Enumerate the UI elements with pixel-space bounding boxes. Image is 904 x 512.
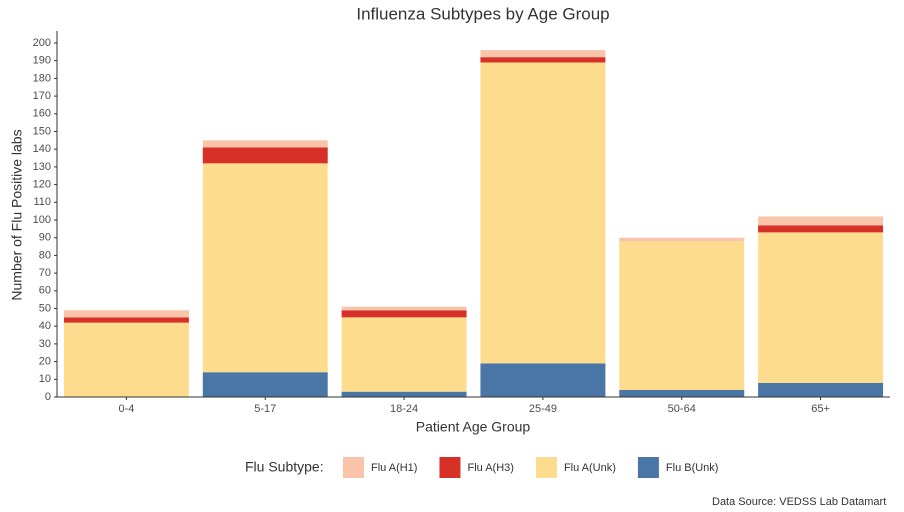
bar-segment [480, 62, 606, 364]
y-axis-label: Number of Flu Positive labs [9, 129, 25, 300]
x-tick-label: 25-49 [529, 403, 557, 415]
bar-segment [63, 310, 189, 318]
legend-label: Flu B(Unk) [666, 462, 719, 474]
y-tick-label: 190 [33, 55, 51, 67]
legend-label: Flu A(Unk) [564, 462, 616, 474]
bar-segment [758, 232, 884, 383]
x-axis-label: Patient Age Group [416, 419, 531, 435]
bar-segment [480, 363, 606, 397]
bar-segment [758, 225, 884, 233]
x-tick-label: 0-4 [118, 403, 134, 415]
bar-segment [63, 322, 189, 397]
x-tick-label: 50-64 [668, 403, 696, 415]
bar-segment [619, 237, 745, 242]
bar-segment [341, 317, 467, 392]
y-tick-label: 50 [39, 302, 51, 314]
bar-segment [341, 306, 467, 311]
legend-label: Flu A(H3) [467, 462, 513, 474]
y-tick-label: 200 [33, 37, 51, 49]
x-tick-label: 18-24 [390, 403, 418, 415]
y-tick-label: 160 [33, 108, 51, 120]
y-tick-label: 40 [39, 320, 51, 332]
y-tick-label: 130 [33, 161, 51, 173]
bar-segment [480, 57, 606, 63]
y-tick-label: 140 [33, 143, 51, 155]
legend-swatch [343, 457, 364, 478]
y-tick-label: 30 [39, 338, 51, 350]
bar-segment [758, 216, 884, 226]
y-tick-label: 120 [33, 179, 51, 191]
x-tick-label: 5-17 [254, 403, 276, 415]
legend-label: Flu A(H1) [371, 462, 417, 474]
legend-title: Flu Subtype: [245, 459, 324, 475]
source-note: Data Source: VEDSS Lab Datamart [712, 496, 886, 508]
legend-swatch [535, 457, 557, 478]
y-tick-label: 80 [39, 249, 51, 261]
y-tick-label: 10 [39, 373, 51, 385]
bar-segment [480, 50, 606, 58]
y-tick-label: 110 [33, 196, 51, 208]
chart-title: Influenza Subtypes by Age Group [356, 4, 609, 23]
bar-segment [619, 389, 745, 397]
bar-segment [619, 241, 745, 390]
y-tick-label: 150 [33, 125, 51, 137]
y-tick-label: 70 [39, 267, 51, 279]
bar-segment [341, 391, 467, 397]
bar-segment [758, 382, 884, 397]
bar-segment [341, 310, 467, 318]
y-tick-label: 20 [39, 356, 51, 368]
y-tick-label: 170 [33, 90, 51, 102]
bar-segment [202, 147, 328, 164]
x-tick-label: 65+ [811, 403, 830, 415]
y-tick-label: 180 [33, 72, 51, 84]
bar-segment [202, 372, 328, 397]
y-tick-label: 90 [39, 232, 51, 244]
bar-segment [202, 140, 328, 148]
legend-swatch [439, 457, 461, 478]
y-tick-label: 0 [45, 391, 51, 403]
y-tick-label: 60 [39, 285, 51, 297]
y-tick-label: 100 [33, 214, 51, 226]
bar-segment [63, 317, 189, 323]
bar-segment [202, 163, 328, 373]
legend-swatch [637, 457, 659, 478]
